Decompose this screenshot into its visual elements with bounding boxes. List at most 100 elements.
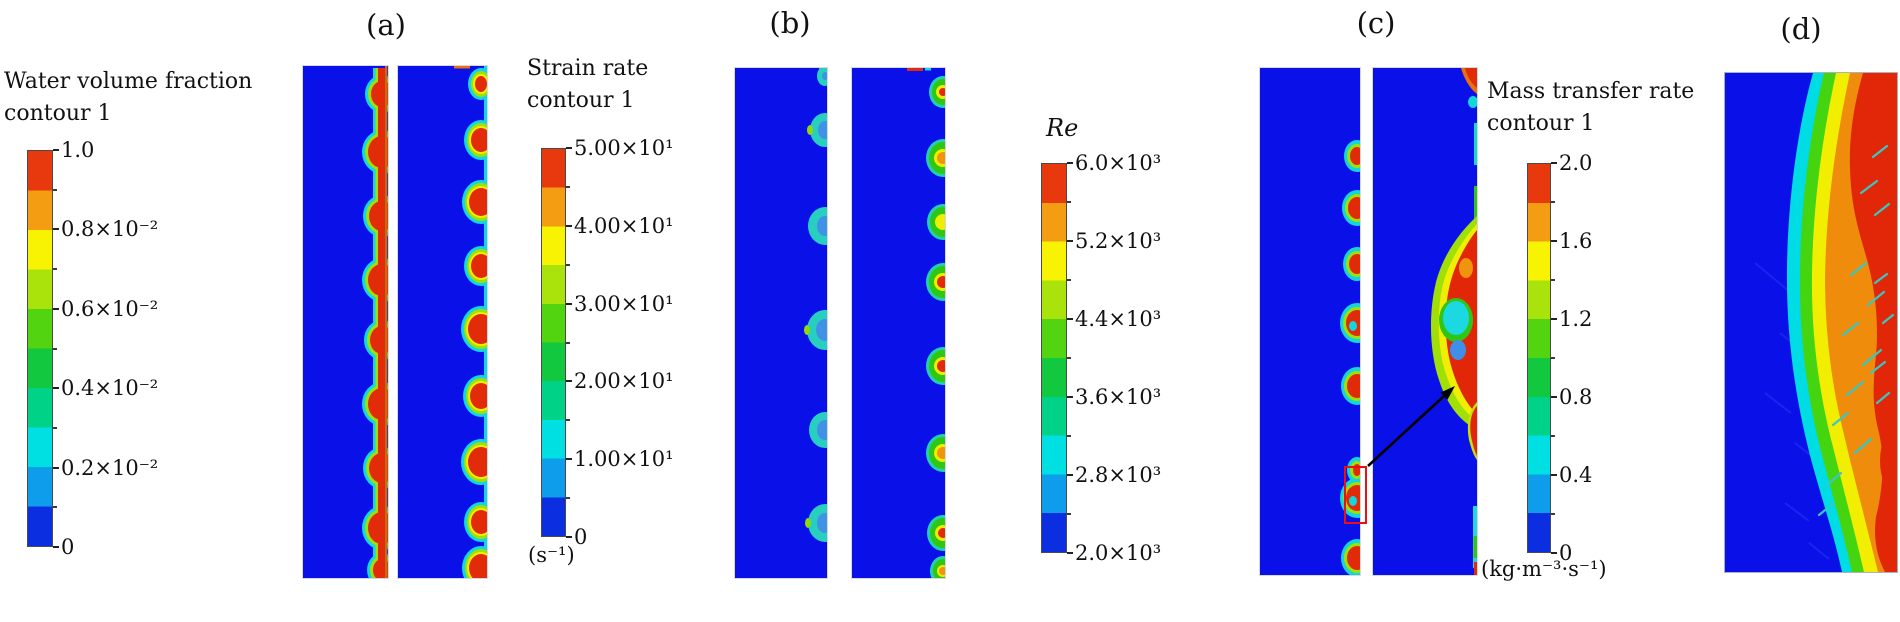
contour-strip-c-right	[1372, 67, 1478, 576]
colorbar-tick-label: 0	[61, 535, 75, 559]
colorbar-tick	[1067, 240, 1073, 242]
contour-strip-a-right	[397, 65, 488, 579]
colorbar-tick	[566, 419, 570, 422]
edge-cyan-dot	[1468, 96, 1477, 108]
colorbar-tick	[1067, 279, 1071, 281]
annotation-arrow	[1367, 386, 1455, 467]
colorbar-tick	[53, 426, 57, 429]
red-bulge	[1880, 429, 1897, 493]
colorbar-tick	[1067, 435, 1071, 437]
colorbar-tick	[1067, 318, 1073, 320]
colorbar-tick	[1551, 162, 1557, 164]
title-line: Re	[1046, 114, 1079, 142]
cyan-velocity-streaks	[1817, 144, 1895, 517]
title-line: Mass transfer rate	[1487, 79, 1695, 104]
colorbar-tick-label: 3.00×10¹	[574, 291, 674, 316]
colorbar-tick-label: 1.0	[61, 138, 95, 162]
colorbar-tick-label: 0.4	[1559, 463, 1593, 487]
colorbar-tick-label: 2.00×10¹	[574, 369, 674, 394]
colorbar-tick	[566, 497, 570, 500]
colorbar-tick	[53, 307, 59, 310]
contour-strip-a-left	[302, 65, 389, 579]
highlight-rectangle	[1344, 466, 1367, 524]
colorbar-tick	[1551, 201, 1555, 203]
colorbar-tick-label: 6.0×10³	[1075, 151, 1162, 175]
colorbar-tick	[53, 546, 59, 548]
colorbar-tick	[53, 506, 57, 509]
colorbar-tick	[53, 188, 57, 191]
panel-label-c: (c)	[1356, 6, 1396, 40]
edge-streak-red	[1474, 562, 1477, 575]
colorbar-tick-label: 5.00×10¹	[574, 136, 674, 160]
colorbar-tick-label: 0	[1559, 541, 1573, 565]
title-line: contour 1	[4, 101, 112, 126]
colorbar-tick	[1551, 240, 1557, 242]
contour-strip-b-right	[851, 67, 946, 579]
blob-speck-lime	[804, 125, 813, 528]
colorbar-tick	[566, 302, 572, 305]
large-reaction-blob	[1430, 216, 1477, 430]
colorbar-tick	[1067, 162, 1073, 164]
top-edge-fleck	[454, 66, 470, 69]
colorbar-tick-label: 0	[574, 525, 588, 549]
colorbar-tick-label: 1.00×10¹	[574, 447, 674, 472]
arrow-head	[1440, 386, 1455, 400]
colorbar-title-strain-rate: Strain rate contour 1	[527, 53, 648, 117]
colorbar-tick-label: 0.8	[1559, 385, 1593, 409]
colorbar-tick	[1551, 552, 1557, 554]
colorbar-tick	[1067, 396, 1073, 398]
interface-red-column	[368, 68, 388, 578]
colorbar-tick-label: 0.2×10⁻²	[61, 455, 159, 480]
edge-streak-green	[1473, 536, 1477, 558]
blob-core-blue	[816, 72, 827, 533]
blob-tail-red	[1470, 406, 1477, 456]
top-corner-red	[1465, 68, 1477, 88]
colorbar-tick-label: 0.6×10⁻²	[61, 296, 159, 321]
colorbar-tick	[566, 341, 570, 344]
edge-streak	[1474, 123, 1477, 165]
colorbar-tick	[1551, 357, 1555, 359]
colorbar-gradient	[27, 150, 53, 547]
blob-inner-cyan-specks	[1349, 321, 1357, 506]
top-edge-fleck	[907, 68, 923, 71]
colorbar-tick-label: 4.00×10¹	[574, 213, 674, 238]
colorbar-reynolds: 6.0×10³ 5.2×10³ 4.4×10³ 3.6×10³ 2.8×10³ 2.0×1…	[1041, 151, 1161, 565]
colorbar-tick	[1551, 279, 1555, 281]
colorbar-tick	[566, 263, 570, 266]
colorbar-title-water-volume-fraction: Water volume fraction contour 1	[4, 66, 252, 130]
colorbar-tick-label: 2.8×10³	[1075, 463, 1162, 487]
colorbar-tick	[566, 224, 572, 227]
colorbar-tick	[1551, 435, 1555, 437]
membrane-line	[385, 66, 388, 578]
colorbar-tick	[566, 380, 572, 383]
colorbar-gradient	[541, 148, 566, 537]
colorbar-tick	[53, 347, 57, 350]
blob-cores	[937, 88, 945, 575]
colorbar-gradient	[1527, 163, 1551, 553]
colorbar-tick-label: 1.6	[1559, 229, 1593, 253]
edge-streak	[1474, 186, 1477, 236]
colorbar-tick-label: 0.8×10⁻²	[61, 217, 159, 242]
mass-transfer-unit: (kg·m⁻³·s⁻¹)	[1481, 557, 1607, 581]
colorbar-title-reynolds: Re	[1046, 112, 1078, 144]
colorbar-tick	[1067, 552, 1073, 554]
contour-strip-b-left	[734, 67, 828, 579]
panel-label-b: (b)	[769, 6, 811, 40]
panel-label-d: (d)	[1780, 12, 1822, 46]
colorbar-water-volume-fraction: 1.0 0.8×10⁻² 0.6×10⁻² 0.4×10⁻² 0.2×10⁻² 0	[27, 138, 158, 559]
colorbar-tick	[1067, 513, 1071, 515]
strain-rate-unit: (s⁻¹)	[528, 543, 575, 567]
colorbar-title-mass-transfer-rate: Mass transfer rate contour 1	[1487, 76, 1694, 140]
title-line: Strain rate	[527, 56, 649, 81]
colorbar-tick-label: 4.4×10³	[1075, 307, 1162, 331]
colorbar-tick-label: 2.0	[1559, 151, 1593, 175]
red-bulge	[1882, 513, 1897, 561]
colorbar-tick-label: 0.4×10⁻²	[61, 376, 159, 401]
colorbar-tick	[53, 387, 59, 390]
title-line: contour 1	[527, 88, 635, 113]
panel-label-a: (a)	[366, 8, 406, 42]
colorbar-tick	[566, 147, 572, 149]
colorbar-tick	[566, 458, 572, 461]
contour-image-d	[1724, 72, 1898, 573]
